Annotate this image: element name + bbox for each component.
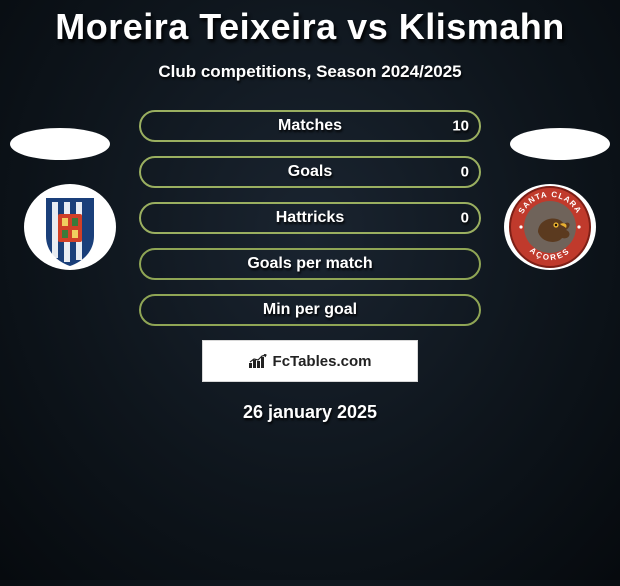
stat-label: Goals — [288, 163, 332, 181]
stat-row: Matches 10 — [139, 110, 481, 142]
stat-label: Goals per match — [247, 255, 372, 273]
stat-label: Min per goal — [263, 301, 357, 319]
watermark-text: FcTables.com — [273, 353, 372, 370]
stat-row: Hattricks 0 — [139, 202, 481, 234]
date-line: 26 january 2025 — [0, 402, 620, 423]
page-title: Moreira Teixeira vs Klismahn — [0, 6, 620, 48]
stat-row: Goals per match — [139, 248, 481, 280]
stat-label: Matches — [278, 117, 342, 135]
watermark: FcTables.com — [202, 340, 418, 382]
stat-row: Min per goal — [139, 294, 481, 326]
subtitle: Club competitions, Season 2024/2025 — [0, 62, 620, 82]
stat-value-right: 0 — [461, 164, 469, 181]
stat-row: Goals 0 — [139, 156, 481, 188]
stats-list: Matches 10 Goals 0 Hattricks 0 Goals per match… — [0, 110, 620, 326]
stat-value-right: 0 — [461, 210, 469, 227]
chart-icon — [249, 354, 269, 368]
stat-value-right: 10 — [452, 118, 469, 135]
stat-label: Hattricks — [276, 209, 344, 227]
